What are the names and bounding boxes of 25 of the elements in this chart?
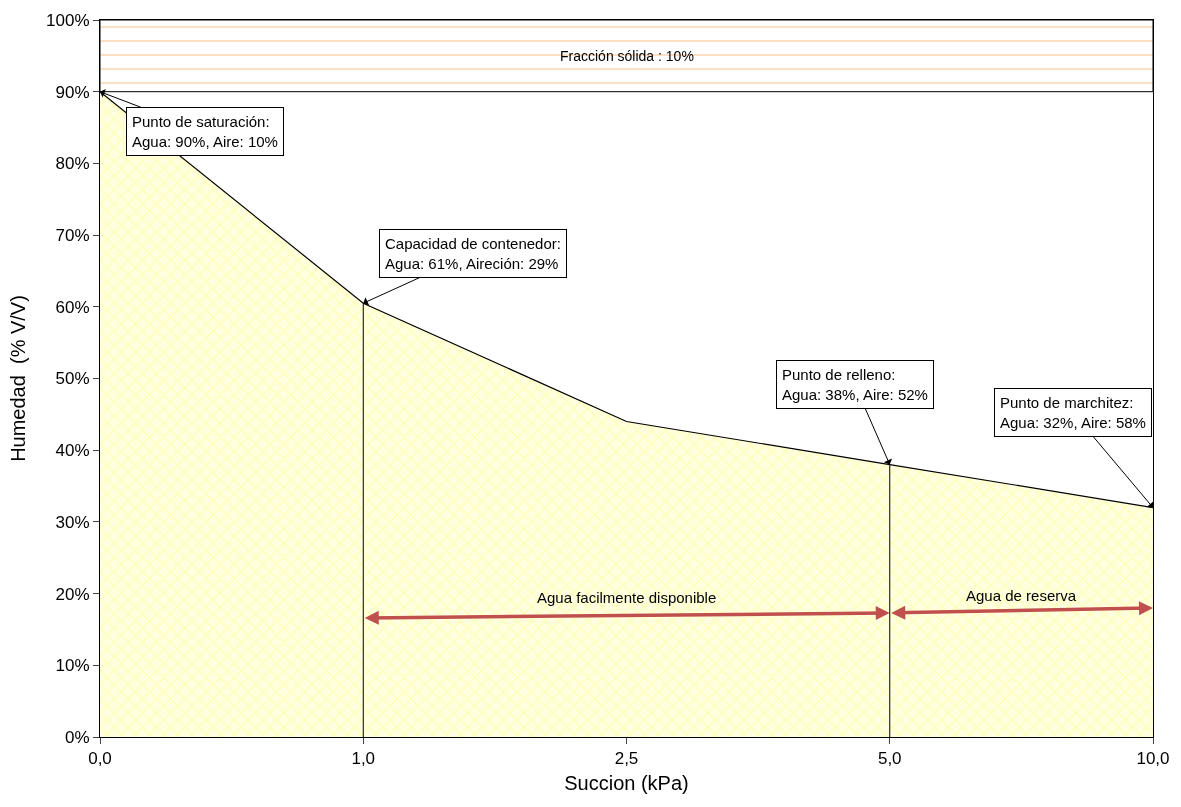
x-tick-label: 1,0 (351, 749, 376, 769)
x-tick-label: 2,5 (614, 749, 639, 769)
annotation: Agua de reserva (966, 587, 1077, 604)
y-tick-label: 70% (55, 226, 90, 246)
y-tick-label: 90% (55, 82, 90, 102)
x-axis-title: Succion (kPa) (564, 771, 689, 794)
x-tick-label: 5,0 (877, 749, 902, 769)
y-axis-title: Humedad (% V/V) (6, 295, 29, 462)
annotation: Agua facilmente disponible (537, 589, 717, 606)
y-tick-label: 30% (55, 512, 90, 532)
y-tick-label: 10% (55, 656, 90, 676)
x-tick-label: 0,0 (88, 749, 112, 769)
y-tick-label: 0% (65, 727, 90, 747)
y-tick-label: 80% (55, 154, 90, 174)
y-tick-label: 20% (55, 584, 90, 604)
y-tick-label: 100% (46, 10, 90, 30)
y-tick-label: 40% (55, 441, 90, 461)
annotation: Punto de saturación: Agua: 90%, Aire: 10% (132, 113, 278, 150)
band-label: Fracción sólida : 10% (560, 48, 694, 64)
annotation: Punto de marchitez: Agua: 32%, Aire: 58% (1000, 394, 1146, 431)
annotation: Punto de relleno: Agua: 38%, Aire: 52% (782, 366, 928, 403)
x-tick-label: 10,0 (1136, 749, 1170, 769)
y-tick-label: 50% (55, 369, 90, 389)
annotation: Capacidad de contenedor: Agua: 61%, Aireción: 29% (385, 235, 561, 272)
y-tick-label: 60% (55, 297, 90, 317)
